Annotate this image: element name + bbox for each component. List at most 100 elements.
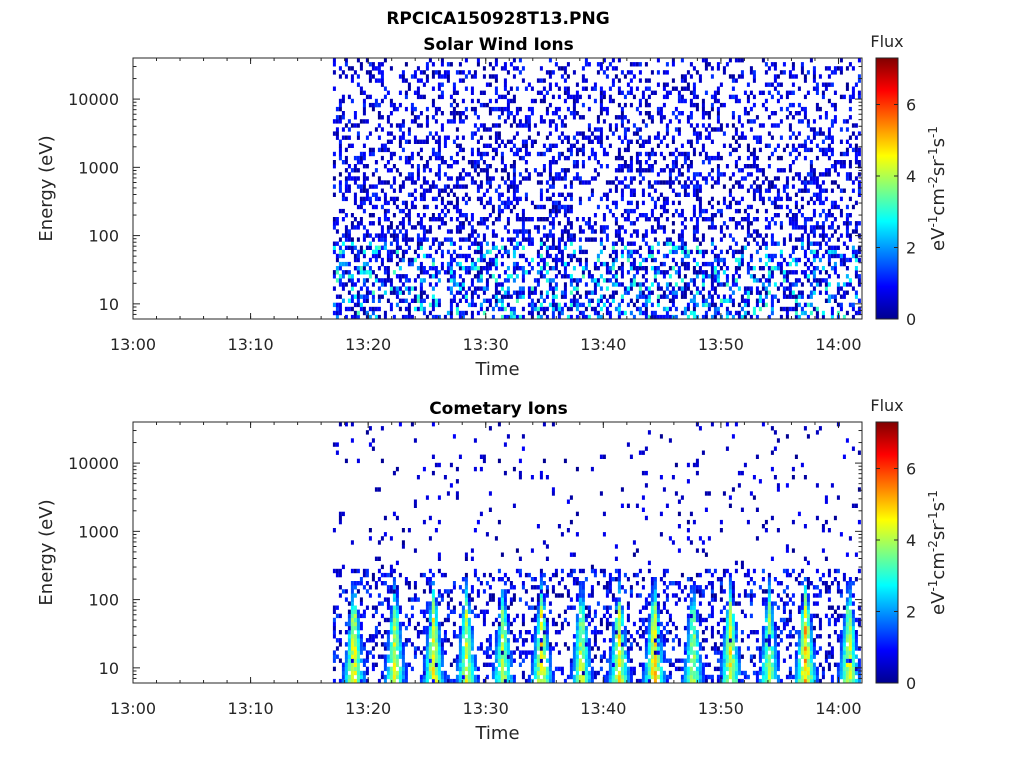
heatmap-cell: [629, 155, 633, 161]
heatmap-cell: [740, 131, 744, 136]
heatmap-cell: [488, 572, 492, 578]
heatmap-cell: [836, 286, 840, 291]
heatmap-cell: [671, 151, 675, 157]
heatmap-cell: [584, 266, 588, 271]
heatmap-cell: [473, 241, 477, 246]
heatmap-cell: [689, 143, 693, 148]
heatmap-cell: [464, 556, 468, 561]
heatmap-cell: [749, 274, 753, 279]
heatmap-cell: [446, 310, 450, 316]
heatmap-cell: [332, 630, 336, 635]
heatmap-cell: [359, 306, 363, 312]
heatmap-cell: [647, 78, 651, 83]
heatmap-cell: [731, 302, 735, 308]
heatmap-cell: [686, 176, 690, 181]
heatmap-cell: [398, 654, 402, 659]
heatmap-cell: [764, 286, 768, 291]
heatmap-cell: [431, 70, 435, 75]
heatmap-cell: [443, 135, 447, 140]
heatmap-cell: [650, 184, 654, 189]
heatmap-cell: [428, 642, 432, 647]
heatmap-cell: [578, 302, 582, 308]
heatmap-cell: [677, 286, 681, 291]
heatmap-cell: [620, 294, 624, 299]
heatmap-cell: [854, 290, 858, 295]
heatmap-cell: [359, 270, 363, 275]
heatmap-cell: [638, 151, 642, 157]
heatmap-cell: [854, 294, 858, 299]
heatmap-cell: [470, 634, 474, 639]
heatmap-cell: [794, 225, 798, 230]
heatmap-cell: [731, 217, 735, 222]
heatmap-cell: [401, 119, 405, 124]
heatmap-cell: [353, 678, 357, 684]
heatmap-cell: [503, 119, 507, 124]
heatmap-cell: [371, 577, 375, 582]
heatmap-cell: [476, 278, 480, 283]
heatmap-cell: [827, 274, 831, 279]
heatmap-cell: [692, 204, 696, 210]
heatmap-cell: [818, 270, 822, 275]
heatmap-cell: [458, 78, 462, 83]
heatmap-cell: [467, 674, 471, 680]
heatmap-cell: [479, 241, 483, 246]
heatmap-cell: [350, 568, 354, 574]
heatmap-cell: [770, 82, 774, 87]
heatmap-cell: [635, 62, 639, 67]
heatmap-cell: [404, 666, 408, 672]
heatmap-cell: [542, 86, 546, 91]
heatmap-cell: [398, 670, 402, 676]
heatmap-cell: [611, 274, 615, 279]
heatmap-cell: [701, 217, 705, 222]
heatmap-cell: [596, 314, 600, 320]
heatmap-cell: [437, 568, 441, 574]
heatmap-cell: [464, 617, 468, 623]
heatmap-cell: [737, 58, 741, 63]
heatmap-cell: [758, 294, 762, 299]
heatmap-cell: [467, 658, 471, 663]
heatmap-cell: [416, 475, 420, 480]
heatmap-cell: [488, 213, 492, 218]
heatmap-cell: [374, 274, 378, 279]
heatmap-cell: [836, 245, 840, 250]
heatmap-cell: [605, 66, 609, 71]
heatmap-cell: [746, 155, 750, 161]
heatmap-cell: [434, 139, 438, 144]
heatmap-cell: [335, 119, 339, 124]
heatmap-cell: [473, 274, 477, 279]
heatmap-cell: [641, 213, 645, 218]
heatmap-cell: [554, 176, 558, 181]
heatmap-cell: [497, 184, 501, 189]
heatmap-cell: [386, 298, 390, 303]
heatmap-cell: [449, 642, 453, 647]
heatmap-cell: [359, 160, 363, 165]
heatmap-cell: [752, 278, 756, 283]
heatmap-cell: [575, 306, 579, 312]
heatmap-cell: [398, 306, 402, 312]
heatmap-cell: [734, 270, 738, 275]
heatmap-cell: [563, 172, 567, 177]
heatmap-cell: [332, 221, 336, 226]
heatmap-cell: [638, 310, 642, 316]
heatmap-cell: [467, 221, 471, 226]
heatmap-cell: [617, 164, 621, 169]
heatmap-cell: [782, 62, 786, 67]
heatmap-cell: [482, 609, 486, 614]
heatmap-cell: [350, 176, 354, 181]
heatmap-cell: [527, 290, 531, 295]
heatmap-cell: [383, 94, 387, 100]
heatmap-cell: [644, 168, 648, 173]
heatmap-cell: [341, 564, 345, 570]
heatmap-cell: [608, 208, 612, 214]
heatmap-cell: [497, 135, 501, 140]
heatmap-cell: [404, 237, 408, 242]
heatmap-cell: [467, 642, 471, 647]
heatmap-cell: [521, 266, 525, 271]
heatmap-cell: [386, 168, 390, 173]
heatmap-cell: [401, 70, 405, 75]
heatmap-cell: [425, 314, 429, 320]
heatmap-cell: [557, 257, 561, 263]
heatmap-cell: [713, 306, 717, 312]
heatmap-cell: [620, 164, 624, 169]
heatmap-cell: [728, 217, 732, 222]
